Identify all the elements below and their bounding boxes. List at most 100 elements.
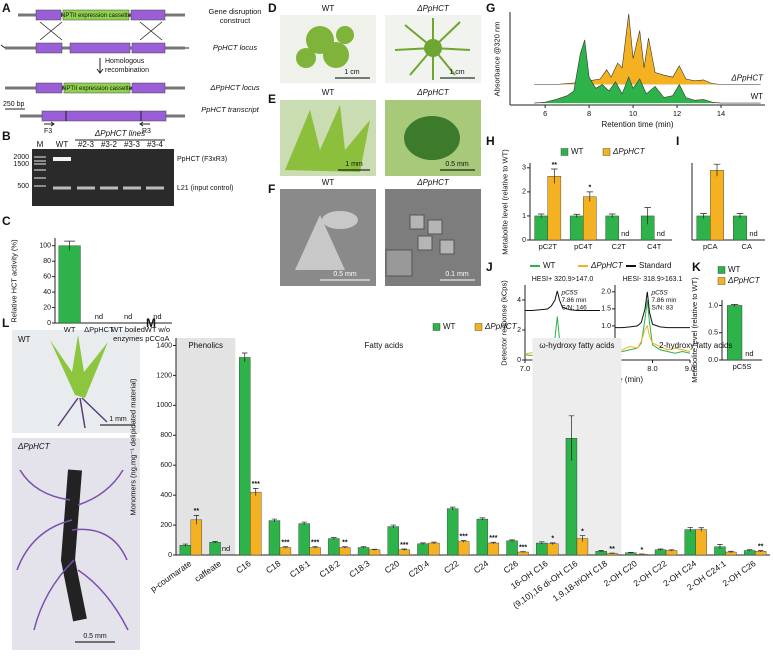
x-tick-label: C20:4 [407,558,432,579]
y-tick-label: 60 [43,273,51,280]
error-bar [312,546,318,549]
bar [298,523,310,556]
bar [695,529,707,556]
y-tick-label: 1400 [156,342,172,349]
error-bar [401,548,407,551]
panel-letter: B [2,129,11,143]
plot-title: HESI- 318.9>163.1 [623,276,683,283]
value-label: nd [95,312,103,321]
error-bar [301,521,307,526]
error-bar [551,168,558,184]
bar [534,215,548,241]
error-bar [700,213,707,219]
plant [60,469,87,622]
group-label: ω-hydroxy fatty acids [539,341,614,350]
bar [309,547,321,556]
error-bar [371,548,378,551]
x-tick-label: 8.0 [647,364,657,373]
y-tick-label: 200 [160,522,172,529]
significance: * [640,547,643,554]
panel-letter: F [268,182,275,196]
error-bar [728,550,734,553]
series-label: WT [751,92,764,101]
exon [130,9,166,21]
lane-label: M [37,140,44,149]
bar [547,543,559,556]
significance: *** [252,481,260,488]
bar [239,357,251,556]
y-tick-label: 3 [522,165,526,172]
error-bar [609,552,615,554]
bar [179,545,192,556]
panel-letter: K [692,260,701,274]
error-bar [331,537,337,540]
y-axis-label: Relative HCT activity (%) [9,238,18,323]
marker-label: 2000 [13,154,29,161]
error-bar [479,517,486,521]
panel-letter: I [676,134,679,148]
diagram-label: PpHCT locus [212,43,258,52]
lane-label: #2-3 [78,140,95,149]
error-bar [360,546,367,549]
error-bar [549,542,556,545]
exon [35,42,63,54]
band [53,157,71,161]
cassette [63,82,131,94]
legend-swatch [474,323,483,331]
significance: ** [758,544,764,551]
error-bar [657,548,664,551]
moss [285,105,370,172]
panel-letter: J [486,260,493,274]
y-tick-label: 0 [522,237,526,244]
error-bar [598,550,604,553]
x-tick-label: pC4T [574,242,593,251]
error-bar [520,551,526,553]
value-label: nd [749,229,757,238]
y-tick-label: 20 [43,304,51,311]
y-tick-label: 1000 [156,402,172,409]
exon [35,82,63,94]
diagram-label: Gene disruption construct [208,7,262,25]
bar [696,215,711,241]
y-tick-label: 800 [160,432,172,439]
x-tick-label: 14 [717,109,725,118]
bar [428,542,440,556]
significance: *** [400,542,408,549]
x-tick-label: pC2T [538,242,557,251]
y-tick-label: 1.0 [708,302,718,309]
error-bar [573,213,580,218]
error-bar [509,539,515,542]
x-tick-label: 10 [629,109,637,118]
y-tick-label: 0 [47,320,51,327]
error-bar [644,207,651,225]
photo-label: ΔPpHCT [416,88,450,97]
legend-label: ΔPpHCT [612,147,646,156]
significance: *** [281,540,289,547]
x-tick-label: 2-OH C26 [721,558,758,588]
scale-label: 0.5 mm [445,161,469,168]
legend-label: Standard [639,261,671,270]
primer [44,121,150,127]
error-bar [746,549,753,552]
bar [209,542,221,556]
legend-swatch [602,148,611,156]
photo-label: ΔPpHCT [17,442,51,451]
y-tick-label: 600 [160,462,172,469]
x-tick-label: WT [63,325,76,334]
y-axis-label: Absorbance @320 nm [492,21,501,96]
value-label: nd [745,349,753,358]
scale-label: 0.5 mm [333,271,357,278]
band-label: PpHCT (F3xR3) [177,156,227,163]
x-tick-label: C2T [611,242,626,251]
error-bar [242,352,248,362]
legend-label: ΔPpHCT [727,276,761,285]
lane-label: WT [56,140,69,149]
bar [446,508,459,556]
panel-letter: C [2,214,11,228]
x-tick-label: CA [741,242,752,251]
error-bar [271,518,278,523]
gel: ΔPpHCT lines M WT #2-3 #3-2 #3-3 #3-4 20… [13,129,233,206]
error-bar [757,550,764,552]
scale-label: 1 cm [344,69,359,76]
y-tick-label: 40 [43,289,51,296]
